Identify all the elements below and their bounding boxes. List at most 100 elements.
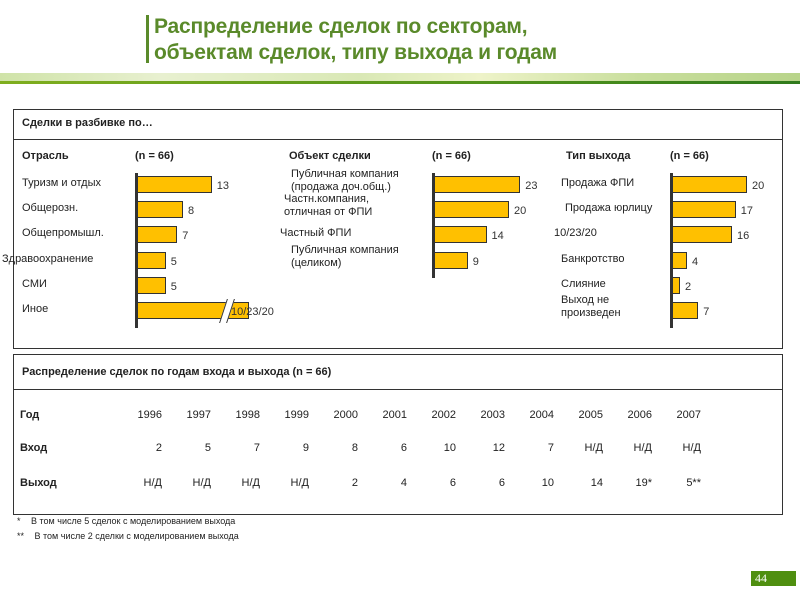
- breakdown-heading: Сделки в разбивке по…: [22, 117, 153, 129]
- chart-2-category-label: Публичная компания (продажа доч.общ.): [291, 168, 399, 193]
- exit-cell: 2: [351, 477, 358, 489]
- entry-cell: 7: [547, 442, 554, 454]
- chart-3-value-label: 4: [692, 255, 699, 268]
- chart-3-value-label: 17: [740, 205, 753, 218]
- footnote-2-mark: **: [17, 531, 25, 541]
- chart-1-category-label: Здравоохранение: [2, 252, 94, 265]
- chart-1-category-label: Туризм и отдых: [22, 177, 101, 189]
- chart-1-category-label: Общерозн.: [22, 202, 79, 215]
- exit-cell: 14: [590, 477, 603, 489]
- year-cell: 2007: [676, 409, 701, 421]
- footnote-1-text: В том числе 5 сделок с моделированием вы…: [31, 516, 236, 526]
- chart-2-title: Объект сделки: [289, 150, 371, 162]
- chart-2-bar: [434, 251, 468, 269]
- entry-cell: 12: [492, 442, 505, 454]
- chart-3-category-label: Выход не произведен: [561, 294, 621, 319]
- chart-3-bar: [672, 302, 699, 319]
- chart-1-bar: [137, 276, 166, 294]
- chart-3-n-label: (n = 66): [670, 150, 709, 162]
- exit-cell: Н/Д: [143, 477, 162, 489]
- chart-3-bar: [672, 226, 732, 244]
- year-cell: 2001: [382, 409, 407, 421]
- year-cell: 2006: [627, 409, 652, 421]
- entry-cell: 2: [155, 442, 162, 454]
- breakdown-panel-header: Сделки в разбивке по…: [14, 110, 782, 140]
- chart-3-category-label: Банкротство: [561, 252, 625, 265]
- chart-1-value-label: 10/23/20: [231, 306, 274, 318]
- chart-2-category-label: Публичная компания (целиком): [291, 243, 399, 269]
- footnote-1: * В том числе 5 сделок с моделированием …: [17, 516, 235, 526]
- entry-cell: Н/Д: [682, 442, 701, 454]
- entry-cell: Н/Д: [584, 442, 603, 454]
- year-cell: 2005: [578, 409, 603, 421]
- chart-1-value-label: 5: [170, 255, 177, 268]
- page-title: Распределение сделок по секторам, объект…: [154, 14, 557, 66]
- title-line-1: Распределение сделок по секторам,: [154, 15, 528, 38]
- exit-cell: Н/Д: [241, 477, 260, 489]
- chart-3-value-label: 20: [752, 180, 765, 192]
- years-heading: Распределение сделок по годам входа и вы…: [22, 366, 332, 378]
- decorative-banner: [0, 73, 800, 84]
- chart-1-category-label: СМИ: [22, 277, 47, 290]
- chart-1-category-label: Иное: [22, 303, 49, 315]
- chart-3-category-label: Продажа юрлицу: [565, 202, 653, 215]
- year-cell: 2004: [529, 409, 554, 421]
- chart-2-bar: [434, 226, 487, 244]
- row-label-year: Год: [20, 409, 40, 421]
- chart-1-bar: [137, 226, 178, 244]
- chart-3-value-label: 2: [685, 280, 692, 293]
- chart-1-n-label: (n = 66): [135, 150, 174, 162]
- chart-1-value-label: 7: [182, 230, 189, 243]
- years-panel-header: Распределение сделок по годам входа и вы…: [14, 355, 782, 390]
- chart-1-value-label: 13: [216, 180, 229, 192]
- entry-cell: 10: [443, 442, 456, 454]
- exit-cell: 5**: [686, 477, 701, 489]
- chart-3-bar: [672, 176, 747, 193]
- exit-cell: Н/Д: [290, 477, 309, 489]
- chart-2-value-label: 23: [525, 180, 538, 192]
- year-cell: 1998: [235, 409, 260, 421]
- chart-1-bar: [137, 201, 183, 219]
- chart-2-value-label: 9: [472, 255, 479, 268]
- year-cell: 2000: [333, 409, 358, 421]
- entry-cell: 6: [400, 442, 407, 454]
- chart-2-axis: [432, 173, 435, 278]
- exit-cell: 19*: [635, 477, 652, 489]
- title-line-2: объектам сделок, типу выхода и годам: [154, 41, 558, 64]
- footnote-2-text: В том числе 2 сделки с моделированием вы…: [34, 531, 239, 541]
- year-cell: 1999: [284, 409, 309, 421]
- chart-1-bar: [137, 251, 166, 269]
- exit-cell: 10: [541, 477, 554, 489]
- entry-cell: Н/Д: [633, 442, 652, 454]
- chart-3-bar: [672, 276, 680, 294]
- year-cell: 2003: [480, 409, 505, 421]
- chart-3-category-label: Продажа ФПИ: [561, 177, 635, 189]
- chart-3-value-label: 16: [737, 230, 750, 243]
- year-cell: 1996: [137, 409, 162, 421]
- year-cell: 2002: [431, 409, 456, 421]
- entry-cell: 9: [302, 442, 309, 454]
- banner-line: [0, 81, 800, 84]
- entry-cell: 8: [351, 442, 358, 454]
- footnote-1-mark: *: [17, 516, 21, 526]
- row-label-entry: Вход: [20, 442, 48, 454]
- exit-cell: 4: [400, 477, 407, 489]
- chart-1-axis: [135, 173, 138, 329]
- entry-cell: 5: [204, 442, 211, 454]
- chart-2-category-label: Частн.компания, отличная от ФПИ: [284, 193, 373, 219]
- chart-3-bar: [672, 251, 687, 269]
- chart-3-category-label: Слияние: [561, 277, 606, 290]
- title-accent-bar: [146, 15, 149, 63]
- page-number: 44: [751, 571, 796, 586]
- exit-cell: 6: [449, 477, 456, 489]
- chart-3-category-label: 10/23/20: [554, 227, 597, 240]
- chart-2-bar: [434, 176, 521, 193]
- years-panel: Распределение сделок по годам входа и вы…: [13, 354, 783, 515]
- breakdown-panel: Сделки в разбивке по… Отрасль (n = 66) 13 Т…: [2, 109, 783, 349]
- row-label-exit: Выход: [20, 477, 57, 489]
- footnote-2: ** В том числе 2 сделки с моделированием…: [17, 531, 239, 541]
- chart-3-value-label: 7: [703, 306, 710, 318]
- chart-3-title: Тип выхода: [566, 150, 631, 162]
- chart-2-bar: [434, 201, 509, 219]
- chart-2-category-label: Частный ФПИ: [280, 227, 352, 240]
